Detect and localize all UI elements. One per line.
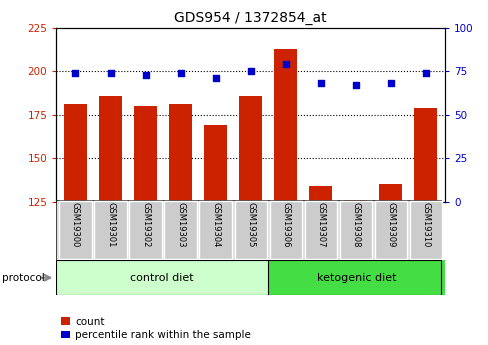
Bar: [169, 104, 192, 202]
Bar: [64, 104, 87, 202]
Text: GSM19304: GSM19304: [211, 202, 220, 247]
Title: GDS954 / 1372854_at: GDS954 / 1372854_at: [174, 11, 326, 25]
Bar: [94, 201, 126, 259]
Text: ketogenic diet: ketogenic diet: [316, 273, 395, 283]
Bar: [274, 49, 296, 202]
Bar: [308, 186, 331, 202]
Bar: [129, 201, 162, 259]
Point: [142, 72, 149, 77]
Bar: [267, 260, 444, 295]
Bar: [204, 125, 226, 202]
Bar: [413, 108, 436, 202]
Text: GSM19301: GSM19301: [106, 202, 115, 247]
Point: [386, 81, 394, 86]
Bar: [379, 185, 401, 202]
Bar: [344, 200, 366, 202]
Text: GSM19303: GSM19303: [176, 202, 184, 247]
Point: [421, 70, 429, 76]
Point: [316, 81, 324, 86]
Bar: [234, 201, 266, 259]
Bar: [59, 201, 91, 259]
Bar: [269, 201, 301, 259]
Bar: [56, 260, 267, 295]
Text: control diet: control diet: [130, 273, 194, 283]
Bar: [134, 106, 157, 202]
Text: GSM19306: GSM19306: [281, 202, 289, 247]
Bar: [199, 201, 231, 259]
Bar: [164, 201, 196, 259]
Point: [211, 75, 219, 81]
Legend: count, percentile rank within the sample: count, percentile rank within the sample: [61, 317, 250, 340]
Point: [176, 70, 184, 76]
Point: [351, 82, 359, 88]
Text: GSM19307: GSM19307: [316, 202, 325, 247]
Point: [246, 68, 254, 74]
Point: [281, 61, 289, 67]
Bar: [374, 201, 406, 259]
Text: protocol: protocol: [2, 273, 45, 283]
Text: GSM19309: GSM19309: [386, 202, 394, 247]
Text: GSM19300: GSM19300: [71, 202, 80, 247]
Text: GSM19302: GSM19302: [141, 202, 150, 247]
Point: [71, 70, 79, 76]
Bar: [409, 201, 441, 259]
Point: [106, 70, 114, 76]
Text: GSM19308: GSM19308: [350, 202, 360, 247]
Text: GSM19310: GSM19310: [420, 202, 429, 247]
Bar: [239, 96, 262, 202]
Bar: [304, 201, 336, 259]
Text: GSM19305: GSM19305: [245, 202, 255, 247]
Bar: [339, 201, 371, 259]
Bar: [99, 96, 122, 202]
